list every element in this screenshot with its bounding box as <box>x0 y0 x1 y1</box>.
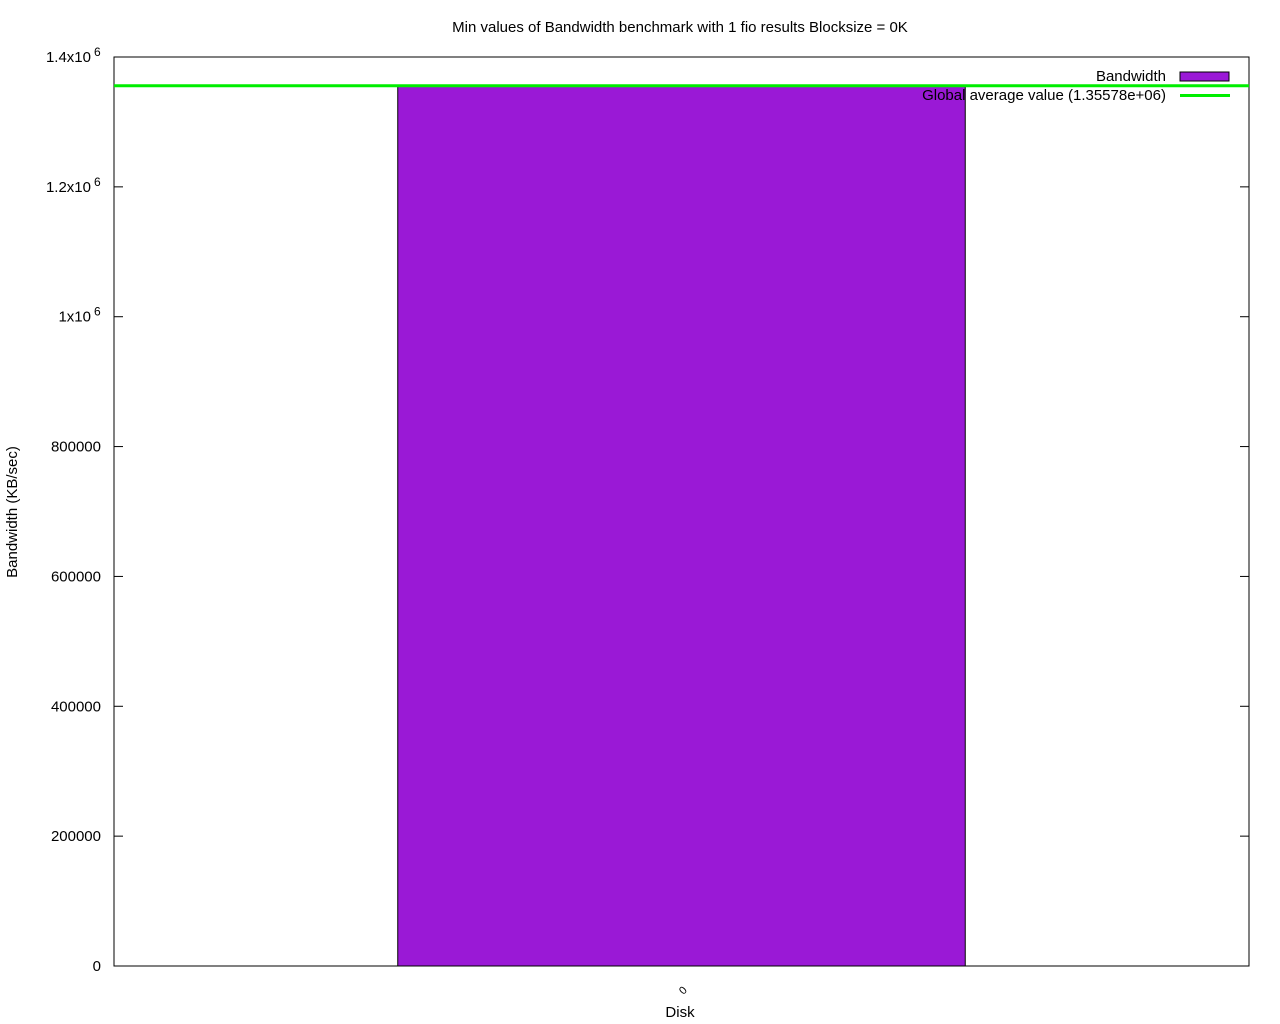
y-tick-label: 1.4x10 <box>46 49 91 66</box>
x-axis-label: Disk <box>665 1004 695 1021</box>
x-tick-label: 0 <box>677 984 690 997</box>
plot-border <box>113 56 1250 967</box>
y-tick-label-exponent: 6 <box>94 175 101 189</box>
y-tick-label: 1x10 <box>58 309 91 326</box>
y-tick-label: 800000 <box>51 439 101 456</box>
y-tick-label: 400000 <box>51 698 101 715</box>
bar-0 <box>397 85 966 967</box>
y-tick-label: 0 <box>93 958 101 975</box>
y-tick-label-exponent: 6 <box>94 45 101 59</box>
legend-swatch-bandwidth <box>1179 71 1230 82</box>
y-axis-label: Bandwidth (KB/sec) <box>4 446 21 578</box>
legend-label-bandwidth: Bandwidth <box>1096 68 1166 85</box>
chart-title: Min values of Bandwidth benchmark with 1… <box>452 19 908 36</box>
y-tick-label: 1.2x10 <box>46 179 91 196</box>
y-tick-label-exponent: 6 <box>94 305 101 319</box>
legend-label-global-average: Global average value (1.35578e+06) <box>922 87 1166 104</box>
legend: Bandwidth Global average value (1.35578e… <box>922 68 1230 104</box>
y-tick-label: 600000 <box>51 568 101 585</box>
y-tick-label: 200000 <box>51 828 101 845</box>
